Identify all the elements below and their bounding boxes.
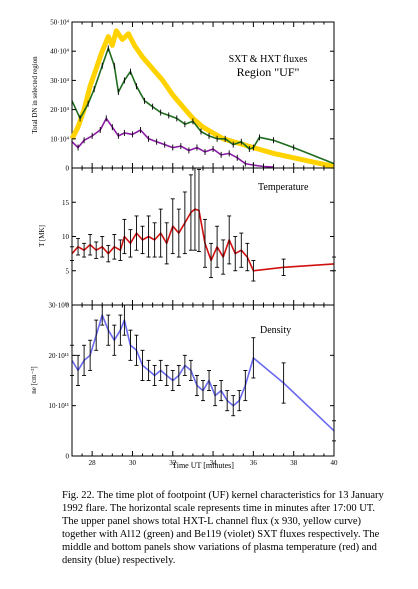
top-series-line-green bbox=[71, 47, 335, 165]
top-y-tick-label: 50·10⁴ bbox=[50, 19, 69, 27]
top-y-ticks: 0 10·10⁴ 20·10⁴ 30·10⁴ 40·10⁴ 50·10⁴ bbox=[50, 19, 334, 173]
figure-22: 0 10·10⁴ 20·10⁴ 30·10⁴ 40·10⁴ 50·10⁴ SXT & HX… bbox=[30, 19, 338, 471]
mid-y-tick-label: 0 bbox=[66, 302, 70, 310]
x-axis-label: Time UT [minutes] bbox=[172, 461, 234, 470]
middle-series-group bbox=[70, 167, 336, 282]
panel-middle-temperature: 0 5 10 15 Temperature T [MK] bbox=[38, 167, 336, 310]
x-tick-label: 34 bbox=[210, 459, 218, 467]
bottom-series-group bbox=[70, 304, 336, 442]
mid-y-tick-label: 15 bbox=[62, 199, 70, 207]
top-y-axis-label: Total DN in selected region bbox=[31, 56, 39, 134]
x-tick-label: 28 bbox=[89, 459, 97, 467]
x-tick-label: 40 bbox=[331, 459, 339, 467]
x-tick-label: 36 bbox=[250, 459, 258, 467]
top-y-tick-label: 40·10⁴ bbox=[50, 48, 69, 56]
bot-y-tick-label: 0 bbox=[66, 453, 70, 461]
x-tick-label: 32 bbox=[169, 459, 177, 467]
mid-y-tick-label: 10 bbox=[62, 233, 70, 241]
bottom-annotation: Density bbox=[260, 325, 291, 336]
middle-y-ticks: 0 5 10 15 bbox=[62, 199, 334, 310]
top-annotation-line2: Region "UF" bbox=[237, 65, 300, 79]
bottom-x-ticks: 28 30 32 34 36 38 40 bbox=[71, 305, 339, 467]
bot-y-tick-label: 30·10¹¹ bbox=[48, 302, 69, 310]
panel-bottom-density: 0 10·10¹¹ 20·10¹¹ 30·10¹¹ 28 30 32 34 36 38 40 De… bbox=[30, 302, 338, 468]
bottom-y-axis-label: ne [cm⁻³] bbox=[30, 366, 38, 393]
figure-caption: Fig. 22. The time plot of footpoint (UF)… bbox=[62, 490, 384, 566]
mid-series-line-red bbox=[71, 208, 335, 272]
top-series-group bbox=[69, 28, 335, 171]
top-y-tick-label: 30·10⁴ bbox=[50, 77, 69, 85]
top-y-tick-label: 10·10⁴ bbox=[50, 135, 69, 143]
bot-y-tick-label: 20·10¹¹ bbox=[48, 352, 69, 360]
top-series-line-yellow bbox=[69, 28, 335, 169]
x-tick-label: 38 bbox=[290, 459, 298, 467]
top-y-tick-label: 0 bbox=[66, 165, 70, 173]
top-y-tick-label: 20·10⁴ bbox=[50, 106, 69, 114]
middle-y-axis-label: T [MK] bbox=[38, 225, 46, 247]
bot-series-line-blue bbox=[71, 314, 335, 432]
top-annotation-line1: SXT & HXT fluxes bbox=[229, 54, 308, 65]
mid-y-tick-label: 5 bbox=[66, 267, 70, 275]
bot-y-tick-label: 10·10¹¹ bbox=[48, 402, 69, 410]
bottom-y-ticks: 0 10·10¹¹ 20·10¹¹ 30·10¹¹ bbox=[48, 302, 334, 461]
middle-annotation: Temperature bbox=[258, 182, 309, 193]
panel-top-fluxes: 0 10·10⁴ 20·10⁴ 30·10⁴ 40·10⁴ 50·10⁴ SXT & HX… bbox=[31, 19, 335, 173]
x-tick-label: 30 bbox=[129, 459, 137, 467]
